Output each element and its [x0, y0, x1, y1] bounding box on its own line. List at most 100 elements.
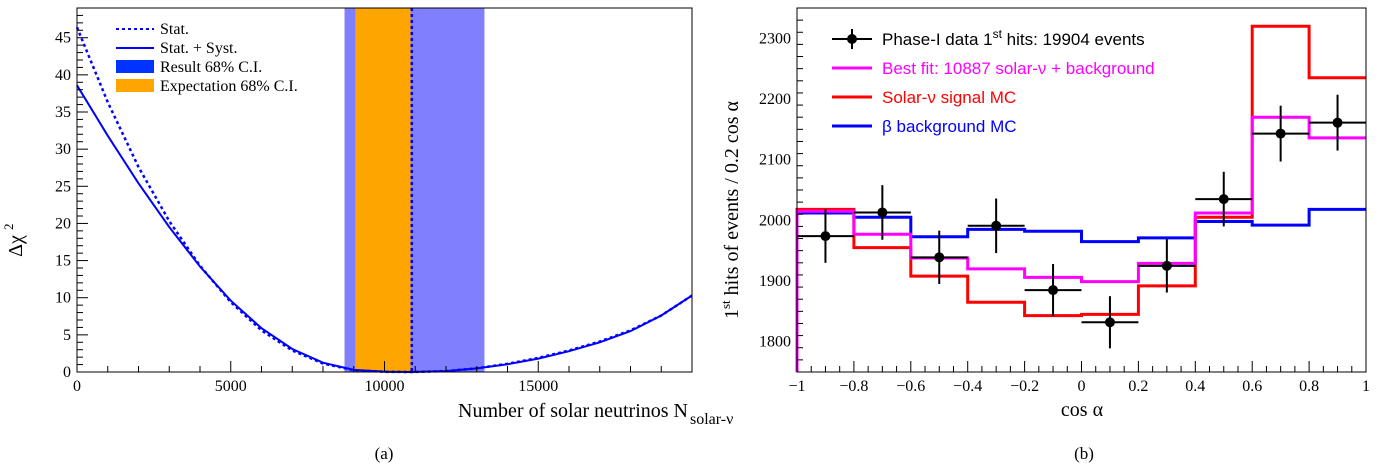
legend-b-label: Phase-I data 1st hits: 19904 events — [882, 27, 1145, 49]
data-points — [797, 94, 1366, 349]
x-axis-title-b: cos α — [1061, 399, 1104, 421]
legend-b-entry: Best fit: 10887 solar-ν + background — [832, 59, 1155, 78]
y-tick-label: 0 — [63, 364, 71, 381]
y-tick-label: 2300 — [759, 30, 791, 47]
legend-b-label-main: β background MC — [882, 117, 1017, 136]
legend-b-label-sup: st — [993, 27, 1003, 41]
x-tick-label: −0.6 — [896, 378, 925, 395]
legend-b-entry: Phase-I data 1st hits: 19904 events — [832, 27, 1145, 49]
confidence-bands — [344, 8, 485, 372]
x-tick-label: 0.2 — [1128, 378, 1148, 395]
x-tick-label: 15000 — [518, 378, 558, 395]
y-tick-label: 2000 — [759, 212, 791, 229]
legend-a-label: Result 68% C.I. — [160, 59, 262, 76]
marker — [877, 207, 888, 218]
legend-b-label: β background MC — [882, 117, 1017, 136]
y-tick-label: 40 — [55, 67, 71, 84]
legend-b-label-main: Solar-ν signal MC — [882, 88, 1016, 107]
legend-a-label: Expectation 68% C.I. — [160, 78, 298, 95]
legend-b-entry: Solar-ν signal MC — [832, 88, 1016, 107]
marker — [1275, 128, 1286, 139]
y-tick-label: 15 — [55, 253, 71, 270]
marker — [1161, 260, 1172, 271]
histogram-ff0000 — [795, 24, 1366, 372]
x-tick-label: −0.2 — [1010, 378, 1039, 395]
legend-a-entry: Stat. + Syst. — [116, 40, 237, 57]
data-point — [1195, 171, 1253, 227]
panel-b-angular-distribution: −1 −0.8 −0.6 −0.4 −0.2 0 0.2 0.4 0.6 0.8 1 1800 1900… — [718, 7, 1370, 463]
histogram-0000ff — [795, 207, 1366, 372]
marker — [991, 220, 1002, 231]
histograms — [795, 24, 1366, 372]
y-tick-label: 5 — [63, 327, 71, 344]
axis-ticks-b: −1 −0.8 −0.6 −0.4 −0.2 0 0.2 0.4 0.6 0.8 1 1800 1900… — [759, 7, 1370, 395]
legend-b-label: Solar-ν signal MC — [882, 88, 1016, 107]
data-point — [1024, 264, 1082, 317]
legend-a-swatch — [116, 60, 154, 73]
legend-a-swatch — [116, 79, 154, 92]
legend-b-label-post: hits: 19904 events — [1002, 30, 1145, 49]
legend-b-entry: β background MC — [832, 117, 1017, 136]
legend-a-label: Stat. + Syst. — [160, 40, 237, 57]
data-point — [853, 185, 911, 240]
data-point — [797, 209, 854, 263]
x-axis-title-a-subscript: solar-ν — [690, 411, 733, 428]
y-axis-title-b-pre: 1 — [721, 309, 743, 319]
marker — [1218, 194, 1229, 205]
y-axis-title-b-post: hits of events / 0.2 cos α — [721, 100, 743, 300]
x-tick-label: −0.4 — [953, 378, 982, 395]
marker — [820, 231, 831, 242]
data-point — [1081, 296, 1139, 349]
legend-a-entry: Result 68% C.I. — [116, 59, 262, 76]
y-tick-label: 25 — [55, 178, 71, 195]
y-tick-label: 1800 — [759, 334, 791, 351]
y-axis-title-b: 1st hits of events / 0.2 cos α — [718, 100, 743, 319]
y-tick-label: 30 — [55, 141, 71, 158]
legend-b-label-main: Phase-I data 1 — [882, 30, 993, 49]
x-tick-label: 5000 — [215, 378, 247, 395]
legend-b-label: Best fit: 10887 solar-ν + background — [882, 59, 1155, 78]
x-tick-label: 0 — [73, 378, 81, 395]
panel-label-a: (a) — [375, 444, 394, 463]
x-axis-title-a: Number of solar neutrinos N — [458, 400, 688, 422]
y-axis-title-a: Δχ 2 — [1, 224, 27, 257]
x-tick-label: 0.8 — [1299, 378, 1319, 395]
legend-a: Stat. Stat. + Syst. Result 68% C.I. Expecta… — [116, 21, 298, 95]
legend-b: Phase-I data 1st hits: 19904 events Best … — [832, 27, 1155, 136]
y-axis-title-b-text: 1st hits of events / 0.2 cos α — [718, 100, 743, 319]
histogram-ff00ff — [795, 115, 1366, 372]
legend-a-entry: Stat. — [116, 21, 189, 38]
y-tick-label: 1900 — [759, 273, 791, 290]
x-tick-label: 0.6 — [1242, 378, 1262, 395]
y-tick-label: 20 — [55, 215, 71, 232]
x-tick-label: −0.8 — [839, 378, 868, 395]
y-tick-label: 2100 — [759, 152, 791, 169]
y-axis-title-b-superscript: st — [718, 300, 733, 309]
marker — [1104, 317, 1115, 328]
y-axis-title-a-superscript: 2 — [1, 224, 16, 231]
x-axis-title-a-main: Number of solar neutrinos N — [458, 400, 688, 422]
y-tick-label: 35 — [55, 104, 71, 121]
legend-b-marker — [847, 34, 857, 44]
data-point — [910, 230, 968, 285]
panel-label-b: (b) — [1074, 444, 1094, 463]
data-point — [1309, 94, 1366, 151]
legend-a-entry: Expectation 68% C.I. — [116, 78, 298, 95]
x-tick-label: 0 — [1078, 378, 1086, 395]
y-axis-title-a-main: Δχ — [5, 235, 27, 257]
marker — [1332, 117, 1343, 128]
marker — [934, 252, 945, 263]
x-tick-label: 1 — [1362, 378, 1370, 395]
y-tick-label: 45 — [55, 30, 71, 47]
data-point — [1138, 239, 1196, 293]
x-tick-label: −1 — [788, 378, 805, 395]
band-expectation — [355, 8, 411, 372]
data-point — [1252, 105, 1310, 162]
x-tick-label: 10000 — [365, 378, 405, 395]
y-tick-label: 10 — [55, 290, 71, 307]
data-point — [967, 198, 1025, 254]
axis-ticks-a: 0 5000 10000 15000 0 5 10 15 20 25 30 35 40 45 — [55, 14, 693, 395]
y-tick-label: 2200 — [759, 91, 791, 108]
